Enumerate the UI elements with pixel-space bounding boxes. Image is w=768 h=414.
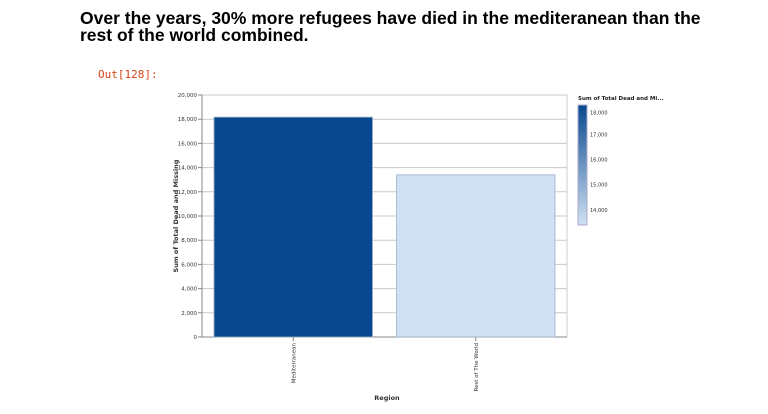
output-prompt: Out[128]: — [98, 68, 158, 81]
legend-tick-label: 17,000 — [590, 132, 608, 138]
y-tick-label: 14,000 — [178, 166, 198, 172]
y-tick-label: 6,000 — [181, 262, 197, 268]
x-tick-label: Mediterranean — [291, 342, 297, 383]
y-tick-label: 18,000 — [178, 117, 198, 123]
legend-tick-label: 15,000 — [590, 183, 608, 189]
y-tick-label: 20,000 — [178, 93, 198, 99]
y-tick-label: 0 — [194, 335, 198, 341]
x-tick-label: Rest of The World — [474, 343, 480, 392]
y-tick-label: 2,000 — [181, 311, 197, 317]
notebook-heading: Over the years, 30% more refugees have d… — [80, 8, 701, 45]
x-axis-title: Region — [374, 394, 400, 402]
y-axis-title: Sum of Total Dead and Missing — [172, 159, 180, 272]
y-tick-label: 12,000 — [178, 190, 198, 196]
legend-tick-label: 16,000 — [590, 158, 608, 164]
legend-color-ramp — [577, 104, 588, 226]
bar-rest-of-the-world — [396, 174, 556, 338]
legend-title: Sum of Total Dead and Mi... — [578, 96, 664, 102]
y-tick-label: 8,000 — [181, 238, 197, 244]
y-tick-label: 4,000 — [181, 287, 197, 293]
y-tick-label: 10,000 — [178, 214, 198, 220]
y-tick-label: 16,000 — [178, 141, 198, 147]
legend-tick-label: 18,000 — [590, 110, 608, 116]
bar-mediterranean — [213, 116, 373, 338]
legend-tick-label: 14,000 — [590, 208, 608, 214]
